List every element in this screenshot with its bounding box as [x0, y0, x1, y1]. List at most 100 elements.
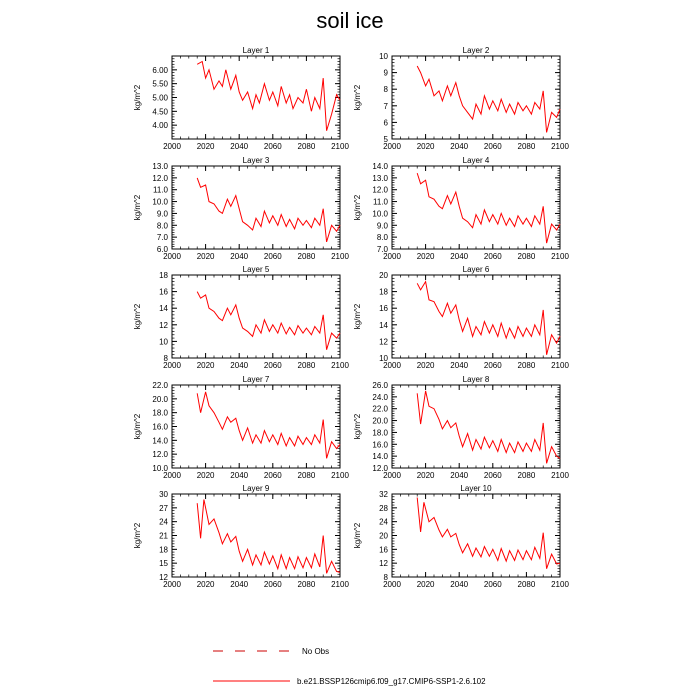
y-tick-label: 20 — [379, 271, 388, 280]
y-tick-label: 24 — [159, 518, 168, 527]
chart-title: Layer 10 — [460, 484, 492, 493]
x-tick-label: 2080 — [518, 361, 536, 370]
y-tick-label: 30 — [159, 490, 168, 499]
y-axis-label: kg/m^2 — [353, 522, 362, 548]
x-tick-label: 2040 — [230, 361, 248, 370]
x-tick-label: 2060 — [484, 471, 502, 480]
y-axis-label: kg/m^2 — [133, 413, 142, 439]
x-tick-label: 2040 — [230, 252, 248, 261]
x-tick-label: 2040 — [230, 142, 248, 151]
y-tick-label: 10.0 — [152, 198, 168, 207]
y-tick-label: 22.0 — [372, 405, 388, 414]
y-tick-label: 10 — [379, 354, 388, 363]
y-tick-label: 6.0 — [157, 245, 169, 254]
y-tick-label: 24 — [379, 518, 388, 527]
x-tick-label: 2060 — [484, 142, 502, 151]
chart-layer-6: Layer 6 kg/m^2 10 12 14 16 18 20 2000 2020 2040 206… — [353, 265, 569, 370]
x-tick-label: 2100 — [551, 580, 569, 589]
y-tick-label: 12.0 — [152, 174, 168, 183]
y-tick-label: 28 — [379, 504, 388, 513]
y-axis-label: kg/m^2 — [133, 194, 142, 220]
series-line — [416, 172, 561, 244]
y-tick-label: 9.0 — [157, 209, 169, 218]
y-tick-label: 27 — [159, 504, 168, 513]
chart-layer-7: Layer 7 kg/m^2 10.0 12.0 14.0 16.0 18.0 20.0 22.… — [133, 375, 349, 480]
x-tick-label: 2100 — [331, 361, 349, 370]
x-tick-label: 2020 — [197, 471, 215, 480]
chart-title: Layer 7 — [243, 375, 270, 384]
y-tick-label: 12.0 — [372, 464, 388, 473]
y-tick-label: 22.0 — [152, 381, 168, 390]
y-tick-label: 20.0 — [152, 395, 168, 404]
y-tick-label: 8 — [164, 354, 169, 363]
x-tick-label: 2080 — [298, 142, 316, 151]
y-axis-label: kg/m^2 — [353, 303, 362, 329]
chart-layer-9: Layer 9 kg/m^2 12 15 18 21 24 27 30 2000 2020 2040 2… — [133, 484, 349, 589]
series-line — [416, 390, 561, 464]
chart-layer-10: Layer 10 kg/m^2 8 12 16 20 24 28 32 2000 2020 2040 2… — [353, 484, 569, 589]
y-tick-label: 16.0 — [152, 423, 168, 432]
y-tick-label: 6 — [384, 118, 389, 127]
x-tick-label: 2040 — [450, 361, 468, 370]
x-tick-label: 2100 — [331, 142, 349, 151]
x-tick-label: 2060 — [484, 361, 502, 370]
x-tick-label: 2080 — [298, 580, 316, 589]
x-tick-label: 2100 — [331, 580, 349, 589]
chart-layer-5: Layer 5 kg/m^2 8 10 12 14 16 18 2000 2020 2040 2060… — [133, 265, 349, 370]
chart-title: Layer 2 — [463, 46, 490, 55]
y-tick-label: 32 — [379, 490, 388, 499]
x-tick-label: 2040 — [230, 471, 248, 480]
x-tick-label: 2000 — [383, 471, 401, 480]
y-tick-label: 4.50 — [152, 107, 168, 116]
y-tick-label: 8.0 — [157, 221, 169, 230]
x-tick-label: 2020 — [197, 361, 215, 370]
y-tick-label: 9 — [384, 69, 389, 78]
y-tick-label: 10 — [379, 52, 388, 61]
x-tick-label: 2100 — [551, 471, 569, 480]
y-tick-label: 6.00 — [152, 66, 168, 75]
x-tick-label: 2040 — [450, 142, 468, 151]
series-line — [196, 291, 341, 350]
y-tick-label: 18 — [379, 288, 388, 297]
x-tick-label: 2060 — [264, 142, 282, 151]
chart-layer-2: Layer 2 kg/m^2 5 6 7 8 9 10 2000 2020 2040 2060 2080… — [353, 46, 569, 151]
y-axis-label: kg/m^2 — [133, 522, 142, 548]
chart-title: Layer 9 — [243, 484, 270, 493]
y-tick-label: 16.0 — [372, 440, 388, 449]
x-tick-label: 2080 — [518, 471, 536, 480]
y-tick-label: 21 — [159, 532, 168, 541]
series-line — [196, 177, 341, 243]
y-tick-label: 13.0 — [372, 174, 388, 183]
y-tick-label: 5.50 — [152, 80, 168, 89]
y-tick-label: 18.0 — [372, 428, 388, 437]
x-tick-label: 2060 — [264, 580, 282, 589]
chart-layer-4: Layer 4 kg/m^2 7.0 8.0 9.0 10.0 11.0 12.0 13.0 14… — [353, 156, 569, 261]
chart-layer-3: Layer 3 kg/m^2 6.0 7.0 8.0 9.0 10.0 11.0 12.0 13.… — [133, 156, 349, 261]
y-tick-label: 18 — [159, 545, 168, 554]
chart-title: Layer 8 — [463, 375, 490, 384]
y-tick-label: 10 — [159, 337, 168, 346]
x-tick-label: 2000 — [163, 142, 181, 151]
x-tick-label: 2020 — [417, 142, 435, 151]
y-axis-label: kg/m^2 — [353, 84, 362, 110]
y-tick-label: 14.0 — [152, 436, 168, 445]
y-tick-label: 9.0 — [377, 221, 389, 230]
y-tick-label: 16 — [159, 288, 168, 297]
x-tick-label: 2000 — [383, 361, 401, 370]
series-line — [196, 499, 341, 574]
series-line — [416, 497, 561, 569]
chart-layer-1: Layer 1 kg/m^2 4.00 4.50 5.00 5.50 6.00 2000 202… — [133, 46, 349, 151]
y-tick-label: 7.0 — [157, 233, 169, 242]
chart-title: Layer 3 — [243, 156, 270, 165]
y-axis-label: kg/m^2 — [133, 303, 142, 329]
y-tick-label: 8.0 — [377, 233, 389, 242]
y-axis-label: kg/m^2 — [353, 413, 362, 439]
x-tick-label: 2000 — [163, 252, 181, 261]
x-tick-label: 2040 — [230, 580, 248, 589]
plot-frame — [171, 384, 341, 469]
y-tick-label: 20.0 — [372, 417, 388, 426]
plot-frame — [391, 55, 561, 140]
y-tick-label: 16 — [379, 545, 388, 554]
x-tick-label: 2100 — [551, 142, 569, 151]
x-tick-label: 2020 — [197, 252, 215, 261]
